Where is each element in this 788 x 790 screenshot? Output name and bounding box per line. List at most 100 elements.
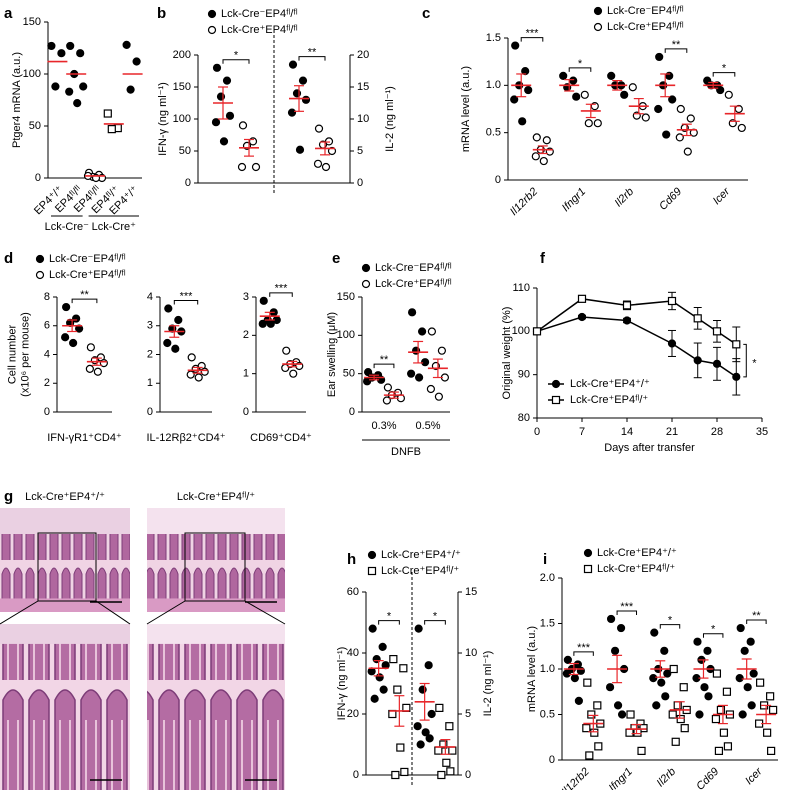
marker <box>327 146 337 156</box>
marker <box>531 152 540 161</box>
panel-letter: c <box>422 5 430 22</box>
legend-marker <box>367 550 377 560</box>
marker <box>437 346 446 355</box>
marker <box>577 294 587 303</box>
legend-label: Lck-Cre⁺EP4ᶠˡ/ᶠˡ <box>221 24 298 36</box>
panel-letter: b <box>157 5 166 22</box>
marker <box>668 95 677 104</box>
y-tick-label: 80 <box>518 412 530 424</box>
marker <box>662 130 671 139</box>
axis-title: IFN-γ (ng ml⁻¹) <box>336 647 348 721</box>
marker <box>364 368 373 377</box>
marker <box>445 722 454 731</box>
legend-marker <box>35 254 45 264</box>
y-tick-label: 100 <box>512 325 530 337</box>
marker <box>539 156 548 166</box>
y-tick-label: 1 <box>147 377 153 389</box>
y-tick-label: 100 <box>23 68 41 80</box>
marker <box>314 124 324 133</box>
y-tick-label: 0 <box>465 769 471 781</box>
marker <box>313 159 323 168</box>
marker <box>396 743 405 752</box>
marker <box>590 728 599 737</box>
axis-title: IFN-γ (ng ml⁻¹) <box>157 82 169 156</box>
legend-label: Lck-Cre⁻EP4ᶠˡ/ᶠˡ <box>49 253 126 265</box>
marker <box>587 710 596 719</box>
sig-bracket <box>573 651 594 656</box>
marker <box>616 623 626 633</box>
marker <box>569 76 578 85</box>
axis-title: IL-12Rβ2⁺CD4⁺ <box>146 432 225 444</box>
category-label: Cd69 <box>694 766 721 790</box>
axis-title: IFN-γR1⁺CD4⁺ <box>47 432 122 444</box>
sig-bracket <box>298 56 326 61</box>
sig-bracket <box>702 633 724 638</box>
category-label: Icer <box>711 185 733 207</box>
category-label: 0.5% <box>415 420 440 432</box>
legend-marker <box>593 22 603 32</box>
marker <box>415 373 424 382</box>
marker <box>259 296 268 305</box>
marker <box>427 327 436 336</box>
marker <box>103 109 112 118</box>
marker <box>421 358 430 367</box>
category-label: Il12rb2 <box>508 186 540 218</box>
marker <box>393 685 402 694</box>
marker <box>671 737 680 746</box>
marker <box>51 82 60 91</box>
x-tick-label: 28 <box>711 426 723 438</box>
y-tick-label: 0.5 <box>486 127 501 139</box>
marker <box>610 646 620 655</box>
marker <box>518 117 527 126</box>
marker <box>732 372 741 381</box>
y-tick-label: 100 <box>337 329 355 341</box>
panel-letter: d <box>4 250 13 267</box>
legend-marker <box>367 566 377 576</box>
axis-title: Cell number <box>6 325 18 385</box>
marker <box>625 728 634 737</box>
sig-bracket <box>378 620 400 625</box>
marker <box>763 728 772 737</box>
y-tick-label: 0 <box>185 177 191 189</box>
marker <box>62 302 71 312</box>
marker <box>693 356 702 365</box>
sig-bracket <box>222 59 250 64</box>
marker <box>524 85 533 95</box>
sig-label: * <box>722 63 727 75</box>
marker <box>93 367 102 376</box>
marker <box>613 701 623 710</box>
marker <box>383 383 392 392</box>
marker <box>222 76 232 85</box>
zoom-box <box>37 532 97 602</box>
marker <box>66 41 75 51</box>
legend-marker <box>207 9 217 19</box>
y-tick-label: 20 <box>347 708 359 720</box>
marker <box>676 104 685 114</box>
y-tick-label: 1.0 <box>486 79 501 91</box>
legend-marker <box>551 395 561 405</box>
sig-label: * <box>578 58 583 70</box>
marker <box>238 121 248 130</box>
marker <box>593 701 602 710</box>
sig-label: ** <box>308 47 317 59</box>
marker <box>219 137 229 146</box>
marker <box>639 724 648 733</box>
y-tick-label: 1 <box>243 368 249 380</box>
marker <box>258 319 267 328</box>
marker <box>200 367 209 376</box>
marker <box>676 714 685 724</box>
sig-label: * <box>668 615 673 627</box>
marker <box>532 327 542 336</box>
y-tick-label: 0 <box>35 172 41 184</box>
sig-bracket <box>664 48 688 53</box>
histology-tissue <box>147 643 285 790</box>
marker <box>510 95 519 104</box>
marker <box>382 396 391 405</box>
marker <box>281 363 290 373</box>
marker <box>289 369 298 378</box>
marker <box>711 714 721 724</box>
marker <box>363 377 372 386</box>
sig-bracket <box>568 67 592 72</box>
panel-letter: a <box>4 5 13 22</box>
